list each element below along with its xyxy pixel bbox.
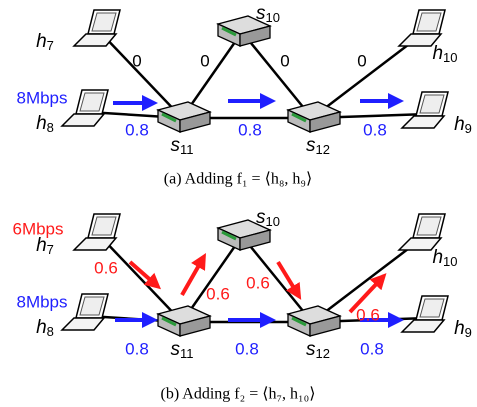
node-index: 10 [266,10,280,25]
node-index: 12 [316,346,330,361]
switch [158,306,210,336]
link-label: 0.8 [125,120,149,139]
diagram: h7s10h10h8s11s12h98Mbps00000.80.80.8(a) … [0,0,477,407]
node-name: s [171,135,181,156]
node-name: h [432,247,443,268]
node-label: h8 [36,113,54,135]
laptop [399,214,445,250]
link-label: 0 [357,51,366,70]
laptop [74,10,120,46]
node-label: h7 [36,31,54,53]
laptop-base [74,34,116,46]
node-name: s [171,339,181,360]
link-label: 0.6 [94,258,118,277]
link [100,236,182,322]
node-label: s10 [256,3,280,25]
switch [158,102,210,132]
laptop-base [74,238,116,250]
node-index: 7 [47,38,54,53]
link-label: 0 [200,51,209,70]
rate-label: 6Mbps [12,219,63,238]
node-index: 10 [443,254,457,269]
laptop [402,296,448,332]
link-label: 0.6 [246,273,270,292]
node-label: h9 [454,318,472,340]
node-label: h9 [454,114,472,136]
node-index: 11 [180,142,194,157]
node-name: s [256,207,266,228]
node-name: s [306,339,316,360]
link-label: 0 [132,51,141,70]
laptop-base [402,320,444,332]
node-label: h10 [432,43,457,65]
laptop-base [402,116,444,128]
link-label: 0.8 [125,339,149,358]
laptop [399,10,445,46]
link-label: 0.8 [360,339,384,358]
laptop [74,214,120,250]
node-label: s10 [256,207,280,229]
node-name: h [454,318,465,339]
node-label: s11 [171,339,194,361]
node-label: s11 [171,135,194,157]
node-label: s12 [306,135,330,157]
node-name: s [256,3,266,24]
node-name: h [36,113,47,134]
laptop [62,294,108,330]
node-name: h [36,317,47,338]
link-label: 0.8 [235,339,259,358]
link-label: 0.6 [356,305,380,324]
caption: (b) Adding f₂ = ⟨h₇, h₁₀⟩ [161,386,316,403]
node-index: 9 [465,121,472,136]
node-index: 9 [465,325,472,340]
node-index: 10 [266,214,280,229]
link-label: 0 [280,51,289,70]
node-name: h [432,43,443,64]
node-index: 8 [47,120,54,135]
laptop [62,90,108,126]
node-index: 7 [47,242,54,257]
switch [288,306,340,336]
link [100,32,182,118]
flow-arrow [182,260,202,295]
node-label: s12 [306,339,330,361]
laptop-base [62,318,104,330]
link-label: 0.6 [206,284,230,303]
node-index: 8 [47,324,54,339]
node-label: h8 [36,317,54,339]
page: h7s10h10h8s11s12h98Mbps00000.80.80.8(a) … [0,0,477,407]
caption: (a) Adding f₁ = ⟨h₈, h₉⟩ [164,171,312,188]
laptop-base [62,114,104,126]
node-label: h10 [432,247,457,269]
link-label: 0.8 [238,120,262,139]
node-index: 12 [316,142,330,157]
laptop [402,92,448,128]
rate-label: 8Mbps [16,88,67,107]
link [242,32,312,118]
node-index: 10 [443,50,457,65]
rate-label: 8Mbps [16,292,67,311]
link-label: 0.8 [363,120,387,139]
node-name: h [36,31,47,52]
node-name: h [454,114,465,135]
node-index: 11 [180,346,194,361]
flow-arrow [278,262,297,293]
node-name: s [306,135,316,156]
switch [288,102,340,132]
